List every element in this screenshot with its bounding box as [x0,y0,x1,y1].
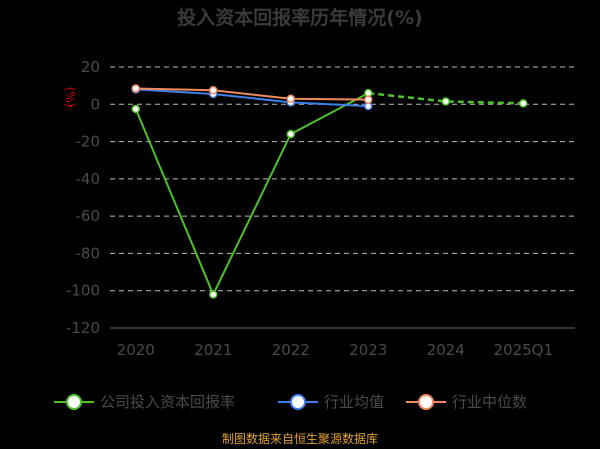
y-tick-label: -60 [76,207,101,225]
data-source-note: 制图数据来自恒生聚源数据库 [222,431,378,446]
x-tick-label: 2022 [272,341,310,359]
series-lines [131,84,528,299]
chart-title: 投入资本回报率历年情况(%) [177,6,422,29]
x-axis-ticks: 2020 2021 2022 2023 2024 2025Q1 [117,341,553,359]
series-line [135,87,369,101]
data-point [286,129,295,139]
series-0 [131,88,528,299]
y-tick-label: 0 [90,95,100,113]
y-axis-unit: (%) [63,87,77,108]
data-point [131,84,140,93]
legend-swatch-marker [66,394,82,410]
data-point [209,290,218,299]
legend-item-0[interactable]: 公司投入资本回报率 [54,393,235,411]
data-point [131,104,140,114]
y-tick-label: -80 [76,244,101,262]
y-axis-ticks: 20 0 -20 -40 -60 -80 -100 -120 [66,58,100,337]
y-tick-label: -20 [76,133,101,151]
y-tick-label: -100 [66,282,100,300]
data-point [441,97,450,106]
legend-label: 公司投入资本回报率 [100,393,235,411]
x-tick-label: 2024 [427,341,465,359]
data-point [286,94,295,103]
data-point [209,86,218,95]
x-tick-label: 2023 [349,341,387,359]
x-tick-label: 2021 [194,341,232,359]
series-line-dashed [368,91,524,105]
gridlines [110,66,575,329]
x-tick-label: 2025Q1 [493,341,553,359]
y-tick-label: -40 [76,170,101,188]
data-point [364,95,373,104]
y-tick-label: 20 [81,58,100,76]
legend-item-1[interactable]: 行业均值 [278,393,384,411]
x-tick-label: 2020 [117,341,155,359]
legend-label: 行业中位数 [452,393,527,411]
legend-swatch-marker [290,394,306,410]
series-2 [131,84,373,104]
series-line [135,88,369,108]
series-line [134,92,369,297]
y-tick-label: -120 [66,319,100,337]
legend: 公司投入资本回报率 行业均值 行业中位数 [54,393,527,411]
data-point [519,99,528,108]
legend-item-2[interactable]: 行业中位数 [406,393,527,411]
legend-label: 行业均值 [324,393,384,411]
legend-swatch-marker [418,394,434,410]
